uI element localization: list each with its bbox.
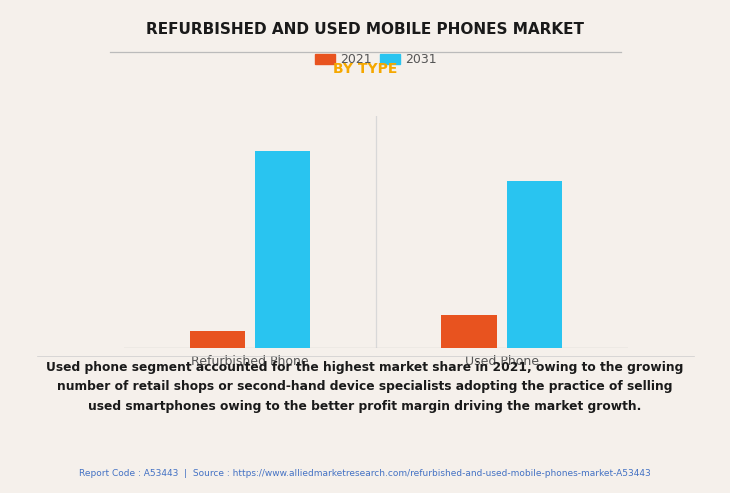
Text: BY TYPE: BY TYPE: [333, 62, 397, 75]
Legend: 2021, 2031: 2021, 2031: [310, 48, 442, 71]
Bar: [507, 181, 562, 348]
Text: Used phone segment accounted for the highest market share in 2021, owing to the : Used phone segment accounted for the hig…: [46, 361, 684, 413]
Text: Report Code : A53443  |  Source : https://www.alliedmarketresearch.com/refurbish: Report Code : A53443 | Source : https://…: [79, 469, 651, 478]
Bar: [190, 331, 245, 348]
Text: REFURBISHED AND USED MOBILE PHONES MARKET: REFURBISHED AND USED MOBILE PHONES MARKE…: [146, 22, 584, 37]
Bar: [442, 315, 497, 348]
Bar: [255, 151, 310, 348]
